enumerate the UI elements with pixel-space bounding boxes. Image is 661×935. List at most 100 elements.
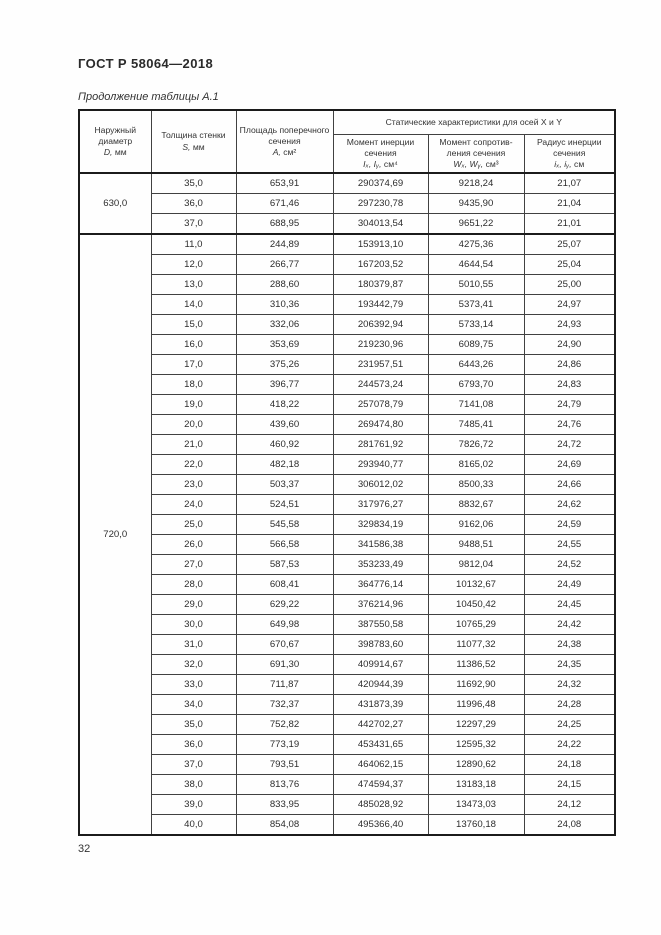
value-cell: 24,62: [523, 494, 616, 515]
value-cell: 4644,54: [427, 254, 525, 275]
table-row: 14,0 310,36 193442,79 5373,41 24,97: [79, 294, 616, 315]
value-cell: 19,0: [150, 394, 237, 415]
value-cell: 306012,02: [332, 474, 429, 495]
table-row: 20,0 439,60 269474,80 7485,41 24,76: [79, 414, 616, 435]
value-cell: 13,0: [150, 274, 237, 295]
value-cell: 24,66: [523, 474, 616, 495]
table-row: 28,0 608,41 364776,14 10132,67 24,49: [79, 574, 616, 595]
value-cell: 10450,42: [427, 594, 525, 615]
value-cell: 24,49: [523, 574, 616, 595]
value-cell: 387550,58: [332, 614, 429, 635]
value-cell: 25,00: [523, 274, 616, 295]
header-area-title: Площадь поперечного сечения: [239, 124, 330, 146]
value-cell: 30,0: [150, 614, 237, 635]
value-cell: 18,0: [150, 374, 237, 395]
diameter-cell: 630,0: [78, 172, 152, 235]
value-cell: 485028,92: [332, 794, 429, 815]
header-modulus-title: Момент сопротив- ления сечения: [439, 136, 513, 158]
value-cell: 293940,77: [332, 454, 429, 475]
value-cell: 13760,18: [427, 814, 525, 836]
value-cell: 12,0: [150, 254, 237, 275]
header-modulus: Момент сопротив- ления сечения Wₓ, Wᵧ, с…: [427, 134, 525, 174]
table-row: 37,0 688,95 304013,54 9651,22 21,01: [79, 213, 616, 235]
value-cell: 317976,27: [332, 494, 429, 515]
value-cell: 608,41: [235, 574, 334, 595]
doc-number: ГОСТ Р 58064—2018: [78, 56, 214, 71]
value-cell: 10765,29: [427, 614, 525, 635]
value-cell: 431873,39: [332, 694, 429, 715]
value-cell: 6089,75: [427, 334, 525, 355]
value-cell: 5010,55: [427, 274, 525, 295]
value-cell: 257078,79: [332, 394, 429, 415]
table-row: 33,0 711,87 420944,39 11692,90 24,32: [79, 674, 616, 695]
value-cell: 9812,04: [427, 554, 525, 575]
value-cell: 793,51: [235, 754, 334, 775]
value-cell: 398783,60: [332, 634, 429, 655]
page-number: 32: [78, 843, 91, 855]
value-cell: 297230,78: [332, 193, 429, 214]
value-cell: 231957,51: [332, 354, 429, 375]
header-modulus-formula: Wₓ, Wᵧ, см³: [453, 159, 499, 170]
value-cell: 37,0: [150, 213, 237, 235]
value-cell: 281761,92: [332, 434, 429, 455]
table-caption: Продолжение таблицы А.1: [78, 91, 219, 103]
table-row: 21,0 460,92 281761,92 7826,72 24,72: [79, 434, 616, 455]
value-cell: 9162,06: [427, 514, 525, 535]
value-cell: 26,0: [150, 534, 237, 555]
value-cell: 27,0: [150, 554, 237, 575]
table-row: 630,0 35,0 653,91 290374,69 9218,24 21,07: [78, 172, 616, 235]
value-cell: 269474,80: [332, 414, 429, 435]
value-cell: 24,72: [523, 434, 616, 455]
header-static-group: Статические характеристики для осей X и …: [332, 109, 616, 135]
header-thickness-formula: S, мм: [182, 141, 205, 152]
value-cell: 545,58: [235, 514, 334, 535]
table-row: 37,0 793,51 464062,15 12890,62 24,18: [79, 754, 616, 775]
value-cell: 332,06: [235, 314, 334, 335]
value-cell: 11077,32: [427, 634, 525, 655]
header-inertia: Момент инерции сечения Iₓ, Iᵧ, см⁴: [332, 134, 429, 174]
value-cell: 25,07: [523, 233, 616, 255]
value-cell: 25,0: [150, 514, 237, 535]
value-cell: 153913,10: [332, 233, 429, 255]
value-cell: 439,60: [235, 414, 334, 435]
value-cell: 364776,14: [332, 574, 429, 595]
value-cell: 24,38: [523, 634, 616, 655]
value-cell: 409914,67: [332, 654, 429, 675]
value-cell: 8165,02: [427, 454, 525, 475]
value-cell: 244573,24: [332, 374, 429, 395]
value-cell: 688,95: [235, 213, 334, 235]
header-inertia-title: Момент инерции сечения: [346, 136, 415, 158]
value-cell: 629,22: [235, 594, 334, 615]
table-body: 630,0 35,0 653,91 290374,69 9218,24 21,07 36,0…: [78, 172, 616, 836]
table-row: 19,0 418,22 257078,79 7141,08 24,79: [79, 394, 616, 415]
value-cell: 167203,52: [332, 254, 429, 275]
value-cell: 24,18: [523, 754, 616, 775]
table-row: 18,0 396,77 244573,24 6793,70 24,83: [79, 374, 616, 395]
value-cell: 418,22: [235, 394, 334, 415]
table-row: 30,0 649,98 387550,58 10765,29 24,42: [79, 614, 616, 635]
header-radius-title: Радиус инерции сечения: [536, 136, 602, 158]
value-cell: 21,01: [523, 213, 616, 235]
value-cell: 9435,90: [427, 193, 525, 214]
value-cell: 854,08: [235, 814, 334, 836]
table-row: 34,0 732,37 431873,39 11996,48 24,28: [79, 694, 616, 715]
value-cell: 524,51: [235, 494, 334, 515]
value-cell: 9218,24: [427, 172, 525, 194]
header-area-formula: A, см²: [272, 147, 297, 158]
value-cell: 40,0: [150, 814, 237, 836]
table-row: 36,0 773,19 453431,65 12595,32 24,22: [79, 734, 616, 755]
value-cell: 773,19: [235, 734, 334, 755]
value-cell: 653,91: [235, 172, 334, 194]
table-row: 39,0 833,95 485028,92 13473,03 24,12: [79, 794, 616, 815]
value-cell: 37,0: [150, 754, 237, 775]
value-cell: 22,0: [150, 454, 237, 475]
value-cell: 219230,96: [332, 334, 429, 355]
table-row: 24,0 524,51 317976,27 8832,67 24,62: [79, 494, 616, 515]
value-cell: 671,46: [235, 193, 334, 214]
table-row: 25,0 545,58 329834,19 9162,06 24,59: [79, 514, 616, 535]
value-cell: 15,0: [150, 314, 237, 335]
table-row: 23,0 503,37 306012,02 8500,33 24,66: [79, 474, 616, 495]
value-cell: 329834,19: [332, 514, 429, 535]
value-cell: 11692,90: [427, 674, 525, 695]
value-cell: 25,04: [523, 254, 616, 275]
